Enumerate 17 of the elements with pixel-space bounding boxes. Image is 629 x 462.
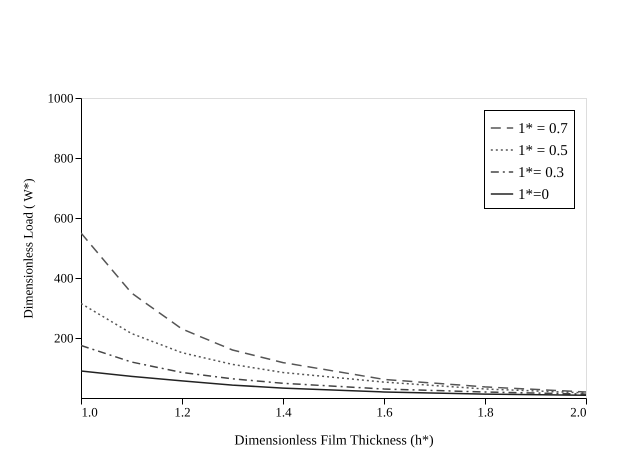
- x-tick-label: 1.0: [82, 404, 98, 420]
- x-tick-label: 1.8: [477, 404, 494, 420]
- y-tick-label: 800: [54, 150, 74, 166]
- y-axis-title: Dimensionless Load ( W*): [20, 178, 36, 319]
- legend-label: 1*= 0.3: [518, 165, 564, 181]
- x-axis-title: Dimensionless Film Thickness (h*): [234, 434, 434, 448]
- legend-label: 1* = 0.7: [518, 121, 568, 137]
- y-tick-label: 600: [54, 210, 74, 226]
- y-tick-label: 1000: [48, 90, 74, 106]
- y-tick-label: 200: [54, 330, 74, 346]
- x-tick-label: 1.6: [376, 404, 394, 420]
- x-tick-label: 2.0: [570, 404, 586, 420]
- y-tick-label: 400: [54, 270, 74, 286]
- legend-label: 1*=0: [518, 187, 549, 203]
- x-tick-label: 1.4: [275, 404, 292, 420]
- legend-label: 1* = 0.5: [518, 143, 568, 159]
- x-tick-label: 1.2: [174, 404, 191, 420]
